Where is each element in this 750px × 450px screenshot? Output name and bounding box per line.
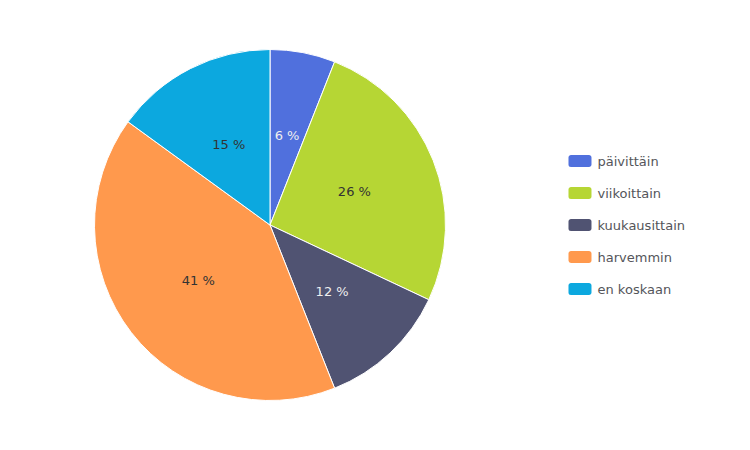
svg-text:6 %: 6 % [275, 128, 300, 143]
svg-text:harvemmin: harvemmin [597, 250, 671, 265]
svg-text:26 %: 26 % [338, 184, 371, 199]
svg-text:viikoittain: viikoittain [597, 186, 661, 201]
svg-text:15 %: 15 % [212, 137, 245, 152]
svg-text:en koskaan: en koskaan [597, 282, 671, 297]
svg-text:päivittäin: päivittäin [597, 154, 658, 169]
svg-text:41 %: 41 % [182, 273, 215, 288]
svg-text:12 %: 12 % [316, 284, 349, 299]
svg-text:kuukausittain: kuukausittain [597, 218, 685, 233]
